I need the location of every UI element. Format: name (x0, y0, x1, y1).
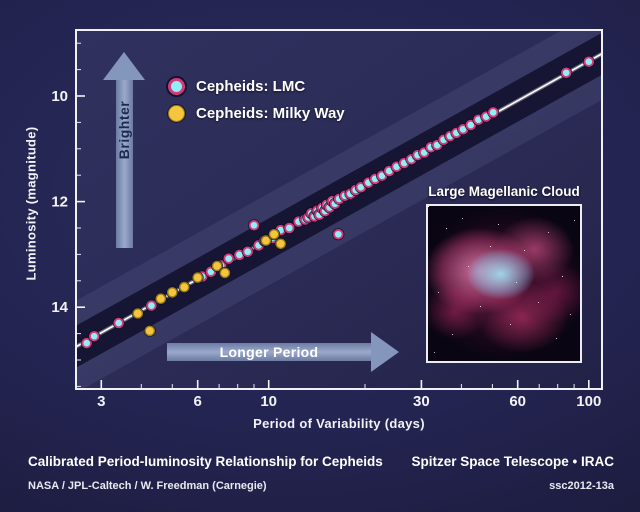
legend: Cepheids: LMC Cepheids: Milky Way (168, 78, 345, 122)
credit-row: NASA / JPL-Caltech / W. Freedman (Carneg… (28, 480, 614, 492)
legend-item-lmc: Cepheids: LMC (168, 78, 345, 95)
svg-text:10: 10 (51, 88, 68, 105)
lmc-inset-label: Large Magellanic Cloud (428, 184, 580, 199)
svg-text:10: 10 (260, 393, 277, 410)
svg-text:12: 12 (51, 194, 68, 211)
legend-label-milky-way: Cepheids: Milky Way (196, 105, 345, 122)
longer-period-arrow-label: Longer Period (219, 344, 319, 360)
svg-text:6: 6 (194, 393, 202, 410)
lmc-inset: Large Magellanic Cloud (426, 184, 582, 363)
up-arrowhead-icon (103, 52, 145, 80)
lmc-marker-icon (168, 78, 185, 95)
caption-row: Calibrated Period-luminosity Relationshi… (28, 454, 614, 469)
longer-period-arrow: Longer Period (167, 332, 399, 372)
release-id: ssc2012-13a (549, 480, 614, 492)
y-axis-title: Luminosity (magnitude) (23, 126, 39, 281)
svg-text:30: 30 (413, 393, 430, 410)
milky-way-marker-icon (168, 105, 185, 122)
svg-text:14: 14 (51, 299, 68, 316)
brighter-arrow-label: Brighter (116, 100, 132, 160)
poster-title: Calibrated Period-luminosity Relationshi… (28, 454, 383, 469)
svg-text:3: 3 (97, 393, 105, 410)
lmc-inset-image (426, 204, 582, 363)
longer-period-arrow-shaft (167, 343, 371, 361)
brighter-arrow-shaft (115, 80, 133, 248)
right-arrowhead-icon (371, 332, 399, 372)
legend-item-milky-way: Cepheids: Milky Way (168, 105, 345, 122)
mission-label: Spitzer Space Telescope • IRAC (411, 454, 614, 469)
credit-text: NASA / JPL-Caltech / W. Freedman (Carneg… (28, 480, 267, 492)
svg-text:100: 100 (576, 393, 601, 410)
x-axis-title: Period of Variability (days) (253, 416, 425, 431)
legend-label-lmc: Cepheids: LMC (196, 78, 306, 95)
svg-text:60: 60 (509, 393, 526, 410)
brighter-arrow: Brighter (103, 52, 145, 252)
